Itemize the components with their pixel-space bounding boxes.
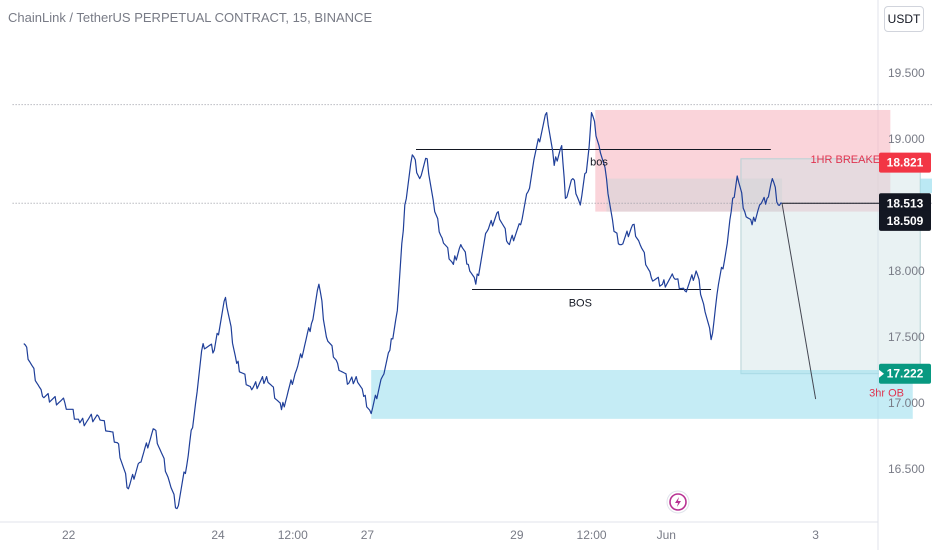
price-line[interactable] xyxy=(23,112,783,510)
price-badge-bg xyxy=(879,152,931,173)
y-tick-label: 19.500 xyxy=(888,66,925,80)
annotation-label-0: 1HR BREAKER xyxy=(810,154,888,166)
price-badge-label: 18.821 xyxy=(887,156,924,170)
annotation-label-1: 3hr OB xyxy=(869,387,904,399)
chart-title: ChainLink / TetherUS PERPETUAL CONTRACT,… xyxy=(8,10,373,25)
annotation-label-2: bos xyxy=(590,156,608,168)
price-badge-bg xyxy=(879,363,931,384)
y-tick-label: 19.000 xyxy=(888,132,925,146)
x-tick-label: 3 xyxy=(812,528,819,542)
price-badge-label: 17.222 xyxy=(887,367,924,381)
x-tick-label: 12:00 xyxy=(577,528,607,542)
x-tick-label: 29 xyxy=(510,528,524,542)
x-tick-label: Jun xyxy=(657,528,676,542)
alert-bolt-icon-ring[interactable] xyxy=(669,493,687,511)
zone-3hr-ob[interactable] xyxy=(371,370,913,419)
price-badge-sell: 18.821 xyxy=(879,152,931,173)
y-tick-label: 17.500 xyxy=(888,330,925,344)
x-tick-label: 12:00 xyxy=(278,528,308,542)
zone-supply-inner xyxy=(606,178,783,212)
y-tick-label: 16.500 xyxy=(888,462,925,476)
price-badge-dark: 18.509 xyxy=(879,210,931,231)
currency-button[interactable]: USDT xyxy=(884,6,924,32)
price-badge-buy: 17.222 xyxy=(879,363,931,384)
x-tick-label: 24 xyxy=(211,528,225,542)
x-tick-label: 22 xyxy=(62,528,76,542)
price-badge-bg xyxy=(879,210,931,231)
price-badge-label: 18.509 xyxy=(887,214,924,228)
lightning-icon[interactable] xyxy=(675,497,681,507)
price-badge-label: 18.513 xyxy=(887,196,924,210)
zone-breaker-band[interactable] xyxy=(920,178,932,194)
y-tick-label: 18.000 xyxy=(888,264,925,278)
x-tick-label: 27 xyxy=(361,528,375,542)
badge-arrow-icon xyxy=(879,369,884,378)
annotation-label-3: BOS xyxy=(569,298,592,310)
y-tick-label: 17.000 xyxy=(888,396,925,410)
projection-line[interactable] xyxy=(781,203,817,400)
